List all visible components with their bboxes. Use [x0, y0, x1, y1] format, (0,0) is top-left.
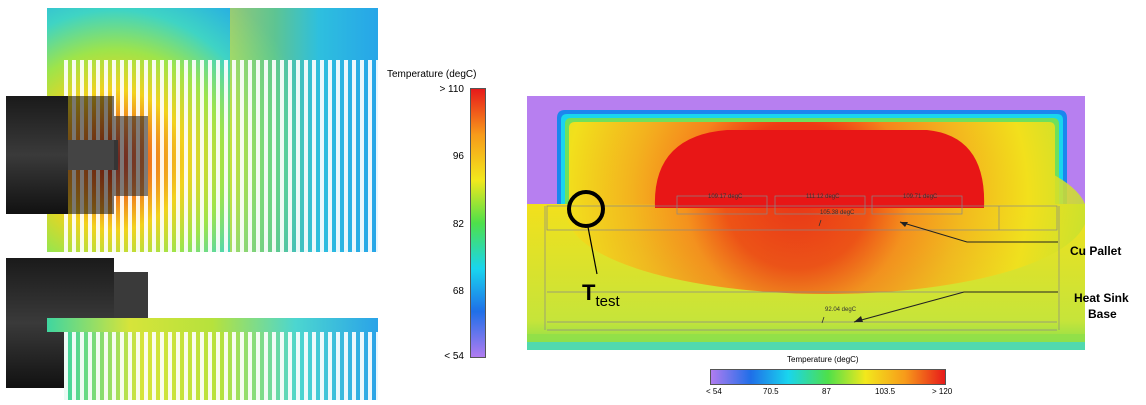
probe-label-3: 109.71 degC	[903, 194, 938, 200]
lower-sink-base	[47, 318, 378, 332]
test-point-marker	[567, 190, 605, 228]
right-thermal-plot	[527, 96, 1087, 350]
hot-core	[654, 130, 985, 208]
heat-sink-label-line1: Heat Sink	[1074, 291, 1129, 305]
test-point-label: Ttest	[582, 280, 620, 310]
test-point-label-main: T	[582, 280, 596, 305]
upper-device-block	[6, 96, 68, 214]
left-thermal-figure: Temperature (degC) > 110 96 82 68 < 54	[0, 0, 486, 400]
heat-sink-label-line2: Base	[1088, 307, 1117, 321]
right-colorbar-tick-min: < 54	[706, 387, 722, 396]
right-colorbar-tick-87: 87	[822, 387, 831, 396]
left-colorbar-tick-96: 96	[452, 151, 464, 162]
test-point-label-sub: test	[595, 293, 620, 310]
right-colorbar-tick-70: 70.5	[763, 387, 779, 396]
left-colorbar-tick-min: < 54	[444, 351, 464, 362]
right-colorbar	[710, 369, 946, 385]
right-colorbar-title: Temperature (degC)	[787, 355, 859, 364]
left-thermal-plot	[6, 8, 380, 400]
left-colorbar-tick-68: 68	[452, 286, 464, 297]
left-colorbar-tick-max: > 110	[439, 84, 464, 95]
probe-label-1: 109.17 degC	[708, 194, 743, 200]
left-colorbar-tick-82: 82	[452, 219, 464, 230]
component-outlines	[544, 195, 1060, 331]
heat-sink-leader	[853, 291, 1058, 323]
cu-pallet-leader	[899, 221, 1058, 243]
right-colorbar-tick-103: 103.5	[875, 387, 896, 396]
cu-pallet-label: Cu Pallet	[1070, 244, 1122, 258]
probe-label-5: 92.04 degC	[825, 307, 857, 313]
left-colorbar-title: Temperature (degC)	[387, 69, 477, 80]
left-colorbar	[470, 88, 486, 358]
test-point-leader	[587, 226, 598, 275]
probe-label-2: 111.12 degC	[806, 194, 840, 200]
probe-label-4: 105.38 degC	[820, 210, 855, 216]
right-thermal-figure: 109.17 degC 111.12 degC 109.71 degC 105.…	[527, 96, 1087, 350]
right-colorbar-tick-max: > 120	[932, 387, 953, 396]
